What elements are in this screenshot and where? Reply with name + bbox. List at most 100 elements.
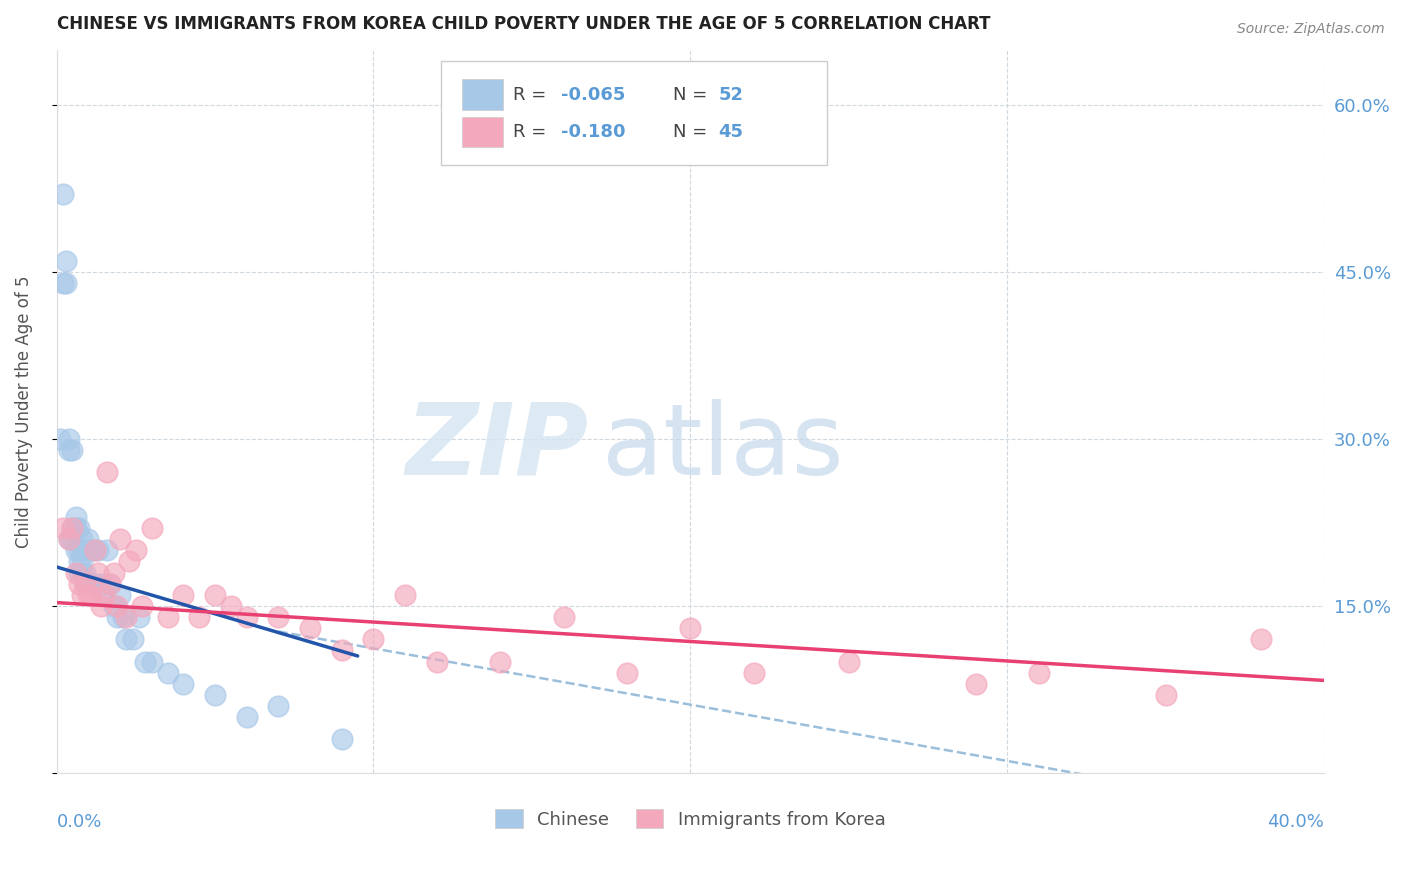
Point [679,621,702,635]
Point [58,532,80,546]
Y-axis label: Child Poverty Under the Age of 5: Child Poverty Under the Age of 5 [15,275,32,548]
Point [125,543,148,558]
Point [67,576,90,591]
Text: 52: 52 [718,86,744,103]
Point [156,665,179,680]
Point [65,566,87,580]
Point [108,588,131,602]
Point [1028,665,1050,680]
Point [299,621,322,635]
Point [204,688,226,702]
Point [105,599,128,613]
Point [330,732,353,747]
Point [965,677,987,691]
Point [118,554,141,568]
Text: 45: 45 [718,123,744,141]
Point [204,588,226,602]
Point [267,698,290,713]
Point [62,443,84,458]
Point [330,643,353,657]
Point [100,576,122,591]
Point [235,710,257,724]
Point [65,543,87,558]
Point [83,576,105,591]
Point [55,277,77,291]
Point [83,543,105,558]
Point [616,665,638,680]
Point [235,610,257,624]
Point [62,521,84,535]
Text: -0.180: -0.180 [561,123,626,141]
Text: -0.065: -0.065 [561,86,626,103]
Point [219,599,242,613]
Point [67,521,90,535]
Point [172,677,194,691]
Point [67,554,90,568]
Point [93,588,115,602]
Point [134,655,156,669]
Point [58,532,80,546]
FancyBboxPatch shape [440,61,827,166]
Text: 40.0%: 40.0% [1267,813,1324,830]
Point [80,543,103,558]
Point [188,610,211,624]
Point [55,254,77,268]
Point [52,277,75,291]
Text: ZIP: ZIP [406,399,589,496]
Point [65,510,87,524]
Point [75,566,97,580]
Point [93,588,115,602]
Point [77,532,100,546]
Point [75,576,97,591]
Point [90,576,112,591]
Point [58,432,80,446]
Point [838,655,860,669]
Text: atlas: atlas [602,399,844,496]
Point [121,632,143,647]
Text: N =: N = [672,86,713,103]
Point [172,588,194,602]
Point [62,532,84,546]
Point [103,599,125,613]
Point [70,566,93,580]
Point [105,610,128,624]
Text: 0.0%: 0.0% [56,813,103,830]
Point [87,543,110,558]
Point [58,443,80,458]
Point [131,599,153,613]
Point [553,610,575,624]
Point [75,543,97,558]
Text: R =: R = [513,123,553,141]
Point [426,655,449,669]
Point [52,521,75,535]
Point [70,588,93,602]
FancyBboxPatch shape [463,117,503,147]
Point [108,532,131,546]
Point [70,554,93,568]
Point [70,543,93,558]
Point [90,599,112,613]
Text: R =: R = [513,86,553,103]
Point [96,543,118,558]
Point [80,588,103,602]
Point [70,532,93,546]
Text: Source: ZipAtlas.com: Source: ZipAtlas.com [1237,22,1385,37]
Point [65,521,87,535]
Legend: Chinese, Immigrants from Korea: Chinese, Immigrants from Korea [488,802,893,836]
Point [363,632,385,647]
Point [62,521,84,535]
Point [103,566,125,580]
Point [156,610,179,624]
Point [52,187,75,202]
Point [115,632,138,647]
Point [128,610,150,624]
Text: CHINESE VS IMMIGRANTS FROM KOREA CHILD POVERTY UNDER THE AGE OF 5 CORRELATION CH: CHINESE VS IMMIGRANTS FROM KOREA CHILD P… [56,15,990,33]
Point [77,588,100,602]
Point [87,566,110,580]
Point [1250,632,1272,647]
Point [115,610,138,624]
Text: N =: N = [672,123,713,141]
Point [67,543,90,558]
FancyBboxPatch shape [463,79,503,110]
Point [489,655,512,669]
